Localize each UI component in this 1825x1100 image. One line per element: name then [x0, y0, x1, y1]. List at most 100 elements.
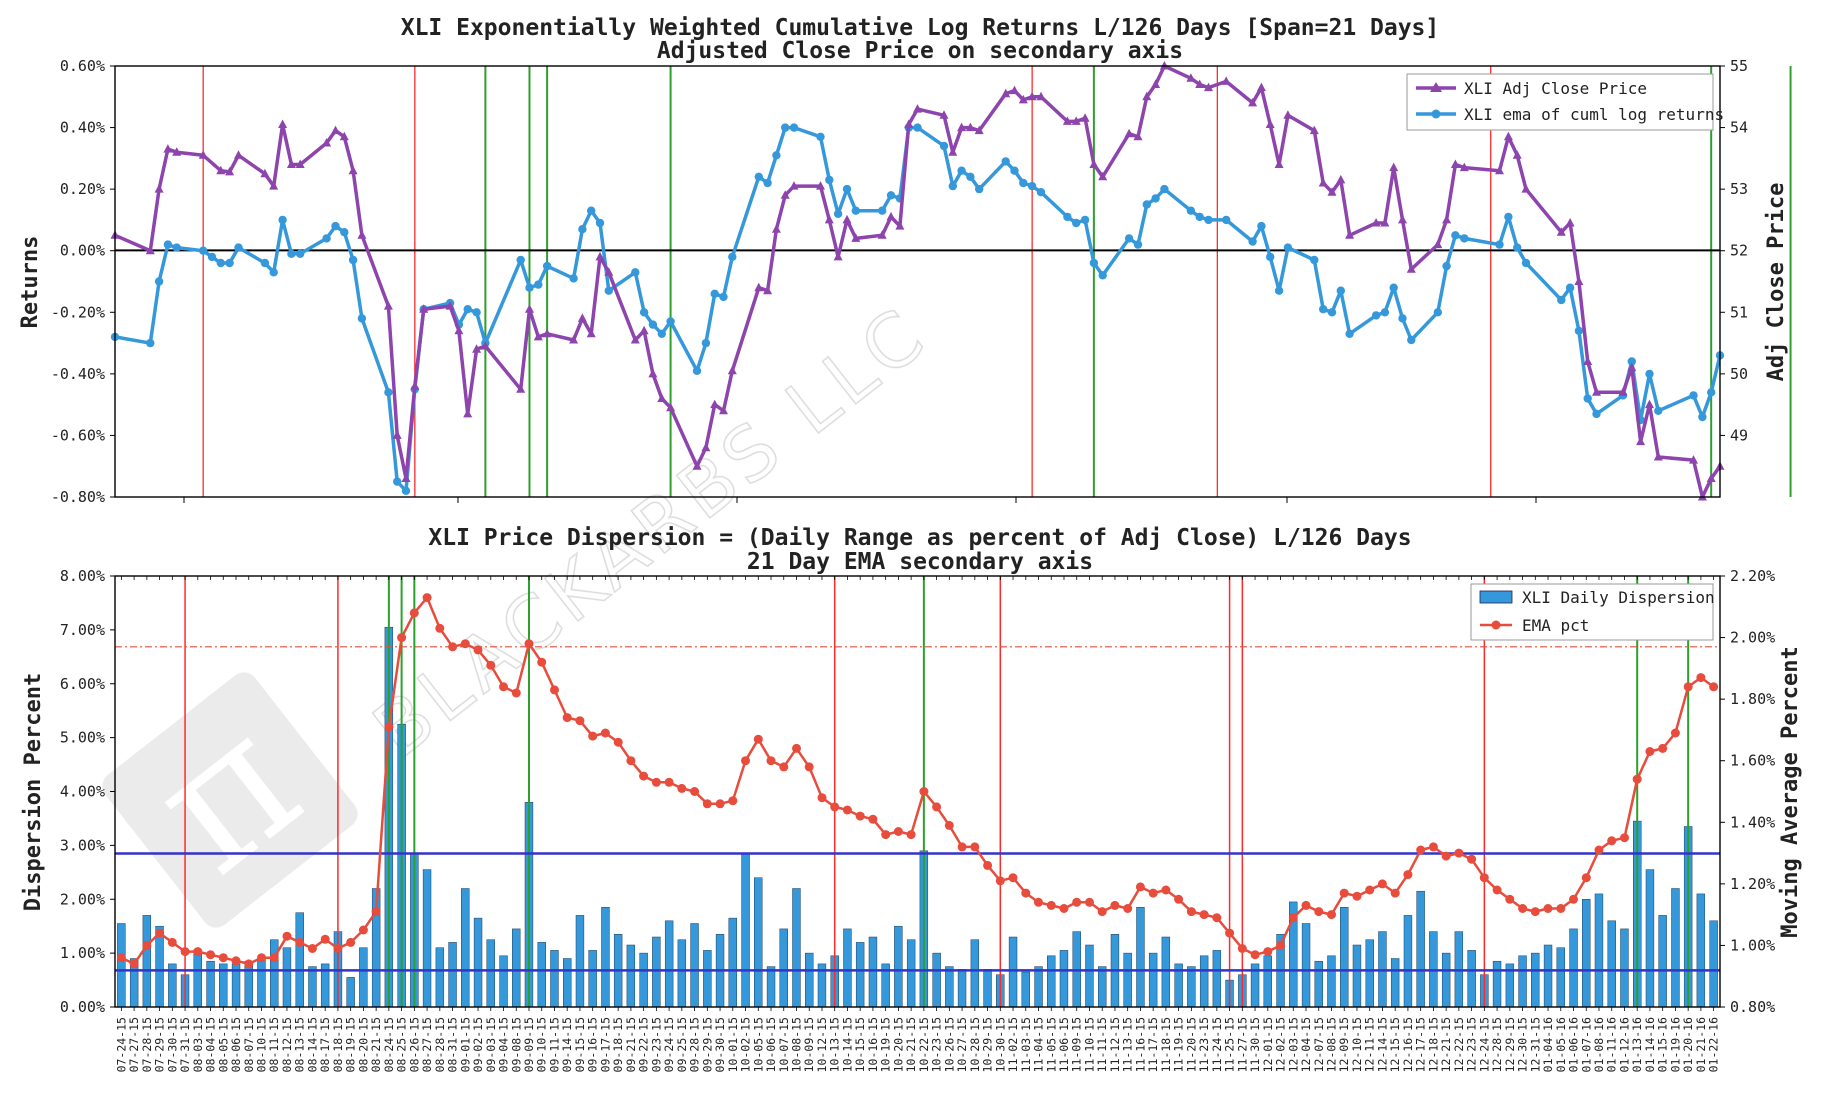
dispersion-bar — [1671, 888, 1680, 1008]
adj-close-point — [727, 365, 737, 375]
date-x-tick-label: 12-17-15 — [1414, 1017, 1428, 1072]
price-y-label: Adj Close Price — [1764, 183, 1789, 382]
ema-returns-point — [331, 221, 340, 231]
date-x-tick-label: 01-04-16 — [1541, 1017, 1555, 1072]
dispersion-bar — [282, 947, 292, 1008]
ema-pct-point — [1059, 904, 1069, 913]
ema-pct-point — [460, 639, 470, 649]
dispersion-bar — [155, 925, 164, 1008]
ema-returns-point — [1001, 157, 1010, 166]
ema-returns-point — [516, 255, 525, 265]
adj-close-point — [269, 181, 279, 190]
ema-pct-point — [1097, 907, 1107, 917]
adj-close-point — [392, 430, 402, 439]
ema-returns-point — [1707, 388, 1716, 397]
ema-returns-point — [1345, 329, 1354, 338]
ema-returns-point — [1592, 409, 1601, 419]
dispersion-legend: XLI Daily Dispersion EMA pct — [1470, 583, 1715, 641]
ema-returns-point — [578, 225, 587, 234]
date-x-tick-label: 10-19-15 — [879, 1017, 893, 1072]
date-x-tick-label: 01-05-16 — [1554, 1017, 1568, 1072]
ema-pct-point — [346, 937, 356, 947]
date-x-tick-label: 08-04-15 — [204, 1017, 218, 1072]
adj-close-point — [1697, 492, 1707, 501]
dispersion-bar — [1327, 955, 1336, 1008]
date-x-tick-label: 07-27-15 — [127, 1017, 141, 1072]
ema-pct-point — [295, 937, 305, 947]
ema-returns-point — [260, 258, 270, 268]
ema-pct-point — [320, 934, 330, 944]
adj-close-point — [974, 125, 984, 135]
dispersion-bar — [626, 944, 636, 1008]
date-x-tick-label: 11-16-15 — [1133, 1017, 1147, 1072]
returns-y-label: Returns — [18, 236, 43, 329]
ema-returns-point — [595, 218, 605, 228]
adj-close-point — [198, 150, 208, 159]
ema-returns-point — [639, 308, 649, 317]
dispersion-bar — [703, 950, 712, 1008]
dispersion-bar — [957, 969, 967, 1008]
ema-pct-point — [753, 734, 763, 744]
adj-close-point — [1036, 91, 1046, 101]
date-x-tick-label: 11-17-15 — [1146, 1017, 1160, 1072]
dispersion-bar — [1059, 950, 1069, 1008]
adj-close-point — [965, 122, 975, 132]
ema-pct-point — [1696, 673, 1706, 683]
adj-close-point — [577, 313, 587, 322]
ema-pct-point — [1123, 904, 1133, 913]
ema-returns-point — [1222, 215, 1231, 225]
ema-returns-point — [1451, 231, 1460, 240]
adj-close-point — [895, 221, 905, 230]
ema-returns-point — [340, 228, 349, 237]
adj-close-line — [114, 64, 1722, 499]
ema-pct-point — [1339, 888, 1349, 898]
dispersion-bar — [894, 925, 903, 1008]
ema-returns-point — [1089, 258, 1099, 268]
adj-close-point — [1450, 159, 1460, 168]
adj-close-point — [877, 230, 887, 239]
ema-pct-point — [333, 944, 343, 953]
ema-returns-point — [781, 123, 790, 132]
date-x-tick-label: 11-19-15 — [1172, 1017, 1186, 1072]
adj-close-point — [1159, 61, 1169, 70]
ema-pct-point — [1314, 907, 1324, 917]
dispersion-bar — [550, 950, 559, 1008]
ema-returns-point — [384, 388, 393, 397]
returns-legend-box — [1406, 73, 1714, 131]
ema-pct-point — [1046, 900, 1056, 910]
date-x-tick-label: 01-22-16 — [1707, 1017, 1721, 1072]
adj-close-point — [1318, 178, 1328, 187]
date-x-tick-label: 08-25-15 — [395, 1017, 409, 1072]
ema-pct-point — [1658, 743, 1668, 753]
dispersion-bar — [1416, 890, 1425, 1008]
ema-returns-point — [1019, 178, 1028, 188]
dispersion-bar — [1582, 899, 1591, 1008]
adj-close-point — [472, 344, 482, 353]
ema-y-tick-label: 1.20% — [1730, 875, 1775, 893]
ema-returns-point — [878, 206, 887, 215]
ema-pct-point — [244, 959, 254, 969]
ema-pct-point — [664, 777, 674, 787]
dispersion-bar — [1543, 944, 1553, 1008]
date-x-tick-label: 10-21-15 — [904, 1017, 918, 1072]
ema-pct-point — [1212, 913, 1222, 923]
date-x-tick-label: 08-03-15 — [191, 1017, 205, 1072]
dispersion-bar — [448, 942, 457, 1008]
ema-pct-point — [257, 953, 266, 963]
ema-returns-point — [1124, 234, 1134, 243]
date-x-tick-label: 12-02-15 — [1274, 1017, 1288, 1072]
ema-y-tick-label: 2.00% — [1730, 629, 1775, 647]
returns-y-tick-label: -0.40% — [51, 365, 105, 383]
returns-y-tick-label: 0.40% — [60, 119, 105, 137]
legend-ema-pct-marker — [1491, 620, 1501, 630]
dispersion-bar — [1531, 952, 1540, 1008]
ema-pct-point — [1556, 904, 1566, 913]
ema-pct-point — [1467, 854, 1477, 864]
ema-returns-point — [701, 338, 711, 348]
adj-close-point — [692, 461, 702, 470]
date-x-tick-label: 09-30-15 — [713, 1017, 727, 1072]
ema-returns-point — [1080, 215, 1090, 225]
date-x-tick-label: 01-11-16 — [1605, 1017, 1619, 1072]
date-x-tick-label: 01-13-16 — [1630, 1017, 1644, 1072]
date-x-tick-label: 12-18-15 — [1426, 1017, 1440, 1072]
